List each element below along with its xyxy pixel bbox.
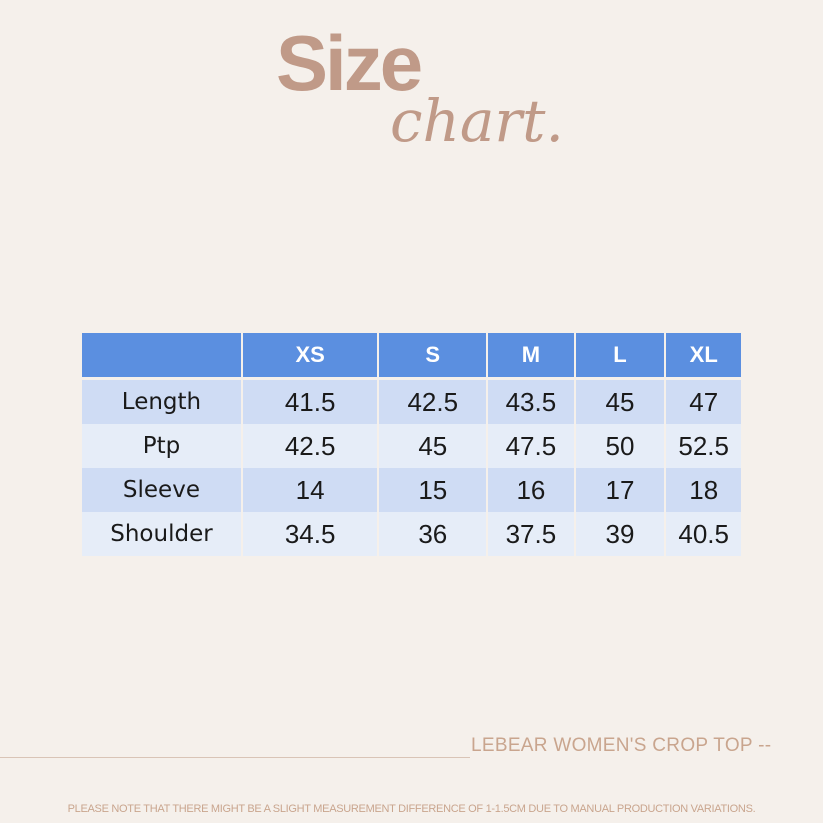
table-cell: 36 [378,512,489,556]
title-size: Size [276,19,423,107]
header-s: S [378,333,489,379]
table-cell: 41.5 [241,377,380,424]
table-cell: 43.5 [487,377,576,424]
table-cell: 18 [665,468,741,512]
table-cell: 39 [574,512,667,556]
header-xl: XL [665,333,741,379]
table-row-length: Length 41.5 42.5 43.5 45 47 [82,377,741,424]
table-cell: 34.5 [241,512,380,556]
row-label: Shoulder [82,512,243,556]
title-chart: chart. [390,87,564,155]
table-cell: 50 [574,424,667,468]
row-label: Length [82,377,243,424]
table-cell: 15 [378,468,489,512]
row-label: Ptp [82,424,243,468]
table-cell: 42.5 [378,377,489,424]
table-cell: 40.5 [665,512,741,556]
table-cell: 47.5 [487,424,576,468]
header-empty [82,333,243,379]
table-cell: 52.5 [665,424,741,468]
header-m: M [487,333,576,379]
size-table: XS S M L XL Length 41.5 42.5 43.5 45 47 … [82,333,741,556]
measurement-note: PLEASE NOTE THAT THERE MIGHT BE A SLIGHT… [67,803,756,815]
row-label: Sleeve [82,468,243,512]
header-xs: XS [241,333,380,379]
table-row-shoulder: Shoulder 34.5 36 37.5 39 40.5 [82,512,741,556]
table-cell: 45 [574,377,667,424]
table-cell: 42.5 [241,424,380,468]
table-cell: 16 [487,468,576,512]
table-cell: 45 [378,424,489,468]
table-cell: 17 [574,468,667,512]
divider [0,757,470,758]
table-row-sleeve: Sleeve 14 15 16 17 18 [82,468,741,512]
table-cell: 14 [241,468,380,512]
table-row-ptp: Ptp 42.5 45 47.5 50 52.5 [82,424,741,468]
header-l: L [574,333,667,379]
table-header-row: XS S M L XL [82,333,741,379]
table-cell: 47 [665,377,741,424]
product-name: LEBEAR WOMEN'S CROP TOP -- [471,735,772,756]
table-cell: 37.5 [487,512,576,556]
